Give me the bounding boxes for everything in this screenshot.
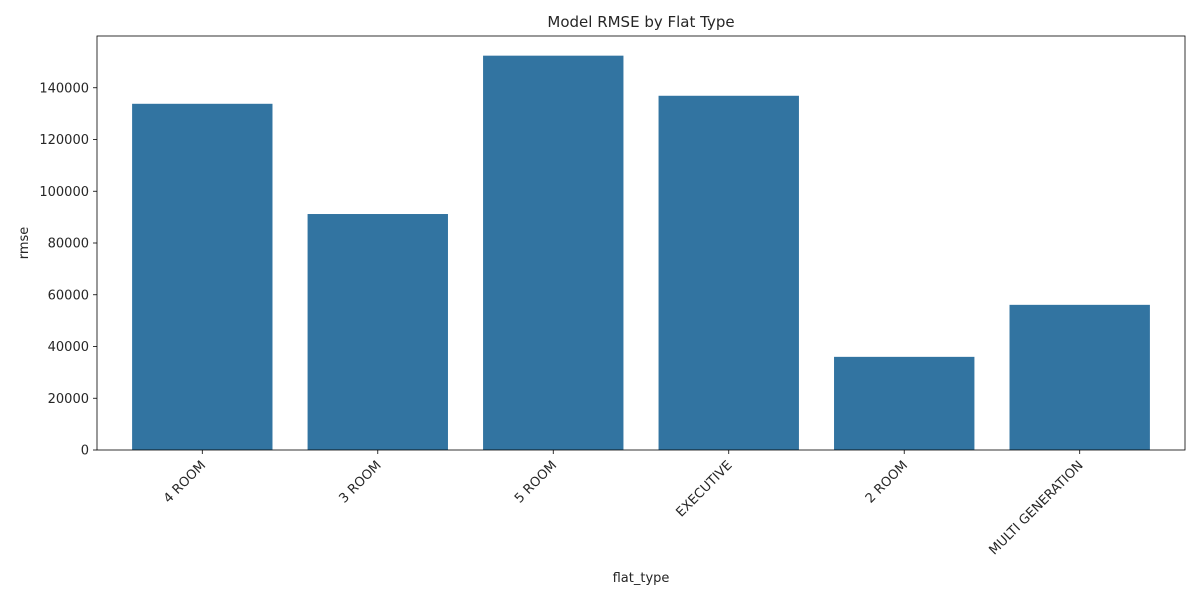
- y-tick-label: 80000: [48, 237, 89, 252]
- bar-executive: [658, 95, 799, 451]
- x-axis: 4 ROOM 3 ROOM 5 ROOM EXECUTIVE 2 ROOM MULTI G…: [161, 450, 1087, 558]
- x-tick-label: EXECUTIVE: [673, 458, 735, 520]
- y-tick-label: 20000: [48, 392, 89, 407]
- bar-3-room: [307, 214, 448, 450]
- chart-title: Model RMSE by Flat Type: [547, 13, 734, 31]
- bar-4-room: [132, 103, 273, 450]
- y-tick-label: 0: [81, 444, 89, 459]
- y-tick-label: 120000: [39, 133, 89, 148]
- y-tick-label: 40000: [48, 340, 89, 355]
- x-axis-label: flat_type: [613, 571, 670, 586]
- x-tick-label: 5 ROOM: [512, 458, 560, 506]
- bar-5-room: [483, 55, 624, 450]
- y-axis-label: rmse: [17, 227, 32, 260]
- x-tick-label: 4 ROOM: [161, 458, 209, 506]
- bar-2-room: [834, 356, 975, 450]
- x-tick-label: 3 ROOM: [336, 458, 384, 506]
- y-tick-label: 60000: [48, 288, 89, 303]
- x-tick-label: 2 ROOM: [863, 458, 911, 506]
- y-tick-label: 140000: [39, 81, 89, 96]
- bar-multi-generation: [1009, 304, 1150, 450]
- bars-group: [132, 55, 1150, 451]
- y-axis: 0 20000 40000 60000 80000 100000 120000 140000: [39, 81, 97, 459]
- plot-frame: [96, 35, 1186, 451]
- x-tick-label: MULTI GENERATION: [987, 458, 1087, 558]
- y-tick-label: 100000: [39, 185, 89, 200]
